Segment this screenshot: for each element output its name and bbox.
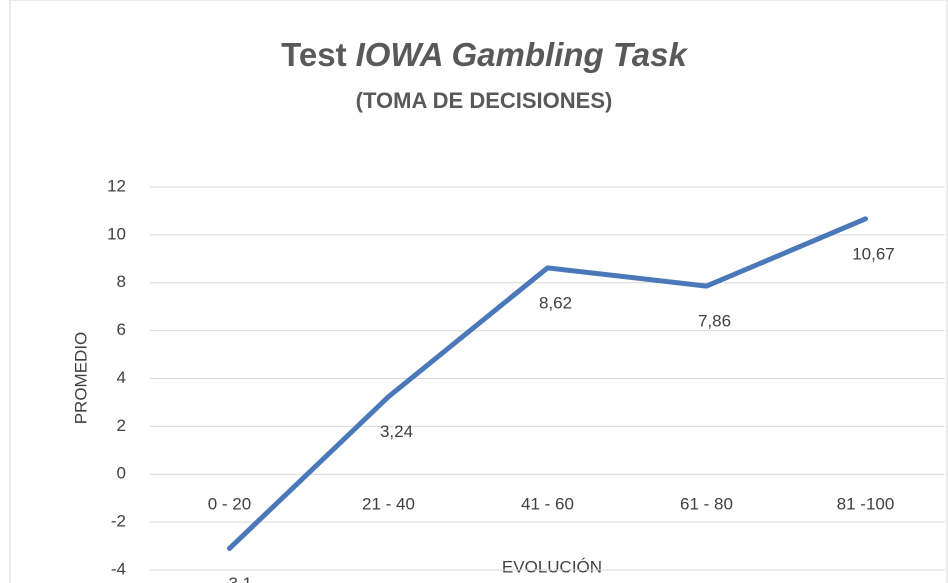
title-italic: IOWA Gambling Task xyxy=(356,36,689,73)
y-tick-label: 4 xyxy=(117,368,126,387)
data-label: 3,24 xyxy=(380,422,413,441)
y-tick-label: 10 xyxy=(107,224,126,243)
y-tick-label: -4 xyxy=(111,559,126,578)
y-tick-label: -2 xyxy=(111,512,126,531)
chart-title: Test IOWA Gambling Task xyxy=(281,36,688,73)
chart-border xyxy=(9,0,948,583)
data-label: 7,86 xyxy=(698,312,731,331)
x-tick-label: 0 - 20 xyxy=(208,495,251,514)
y-tick-label: 6 xyxy=(117,320,126,339)
x-tick-label: 61 - 80 xyxy=(680,495,733,514)
x-tick-label: 81 -100 xyxy=(837,495,895,514)
y-axis-label: PROMEDIO xyxy=(71,332,90,425)
data-label: 8,62 xyxy=(539,293,572,312)
x-tick-label: 21 - 40 xyxy=(362,495,415,514)
data-label: 10,67 xyxy=(852,244,895,263)
y-tick-label: 8 xyxy=(117,272,126,291)
data-line xyxy=(227,216,868,551)
title-plain: Test xyxy=(281,36,346,73)
y-tick-label: 0 xyxy=(117,464,126,483)
chart-subtitle: (TOMA DE DECISIONES) xyxy=(356,88,613,113)
data-label: -3,1 xyxy=(223,574,252,583)
x-tick-label: 41 - 60 xyxy=(521,495,574,514)
y-tick-label: 2 xyxy=(117,416,126,435)
x-axis-label: EVOLUCIÓN xyxy=(502,557,602,576)
y-tick-label: 12 xyxy=(107,176,126,195)
